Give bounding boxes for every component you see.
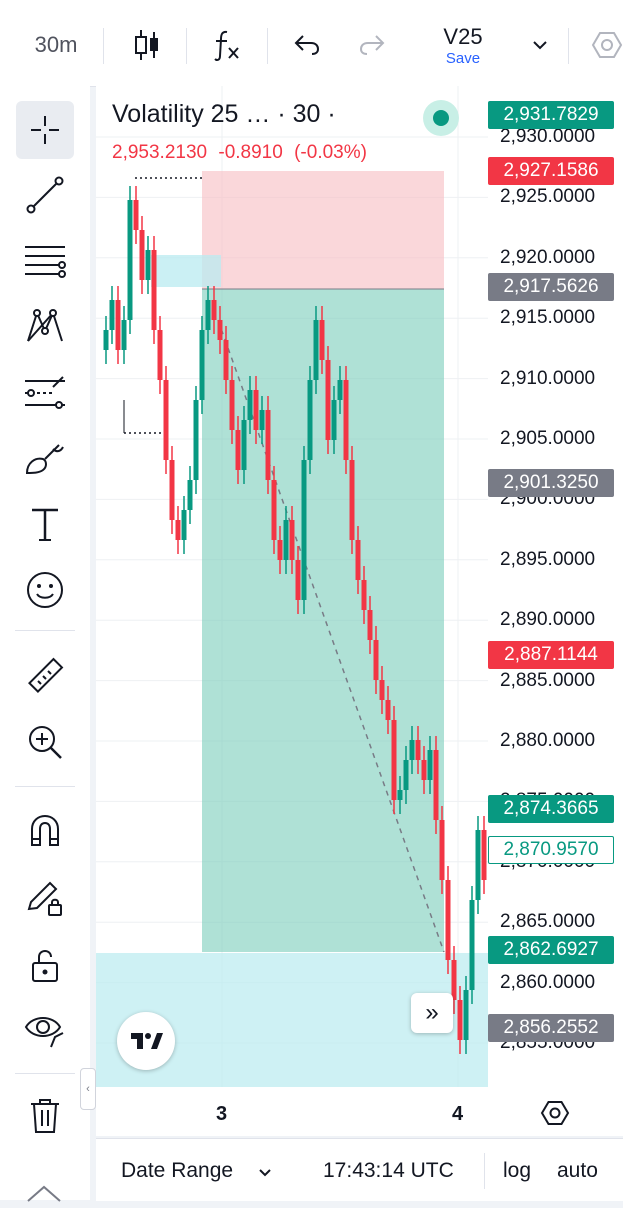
auto-scale-button[interactable]: auto: [557, 1159, 598, 1182]
toolbar-divider: [484, 1153, 485, 1189]
last-price: 2,953.2130: [112, 142, 208, 163]
price-change: -0.8910: [218, 142, 283, 163]
price-axis-label: 2,915.0000: [500, 307, 596, 329]
chevron-up-icon[interactable]: [24, 1181, 64, 1208]
price-axis-label: 2,930.0000: [500, 126, 596, 147]
text-tool-icon[interactable]: [16, 496, 74, 554]
price-axis-label: 2,895.0000: [500, 548, 596, 570]
toolbar-divider: [267, 28, 268, 64]
price-tag: 2,927.1586: [488, 157, 614, 186]
ruler-icon[interactable]: [16, 647, 74, 705]
prediction-measure-icon[interactable]: [16, 364, 74, 422]
toolbar-divider: [103, 28, 104, 64]
price-axis-label: 2,860.0000: [500, 971, 596, 993]
date-range-button[interactable]: Date Range: [121, 1159, 234, 1182]
save-label: Save: [445, 49, 481, 67]
price-tag: 2,887.1144: [488, 641, 614, 670]
layout-save-button[interactable]: V25 Save: [425, 20, 501, 70]
layout-name: V25: [443, 23, 483, 49]
price-tag: 2,862.6927: [488, 936, 614, 965]
fib-retracement-icon[interactable]: [16, 232, 74, 290]
chevron-down-icon[interactable]: [520, 20, 560, 70]
magnet-icon[interactable]: [16, 802, 74, 860]
lock-drawings-pencil-icon[interactable]: [16, 868, 74, 926]
price-change-pct: (-0.03%): [294, 142, 367, 163]
price-tag: 2,870.9570: [488, 836, 614, 865]
price-axis-label: 2,905.0000: [500, 428, 596, 449]
redo-icon[interactable]: [348, 20, 396, 70]
price-tag: 2,856.2552: [488, 1013, 614, 1042]
toolbar-divider: [568, 28, 569, 64]
undo-icon[interactable]: [283, 20, 331, 70]
clock-time[interactable]: 17:43:14 UTC: [323, 1159, 454, 1182]
price-axis-label: 2,890.0000: [500, 609, 596, 631]
price-axis-label: 2,880.0000: [500, 730, 596, 751]
zoom-in-icon[interactable]: [16, 713, 74, 771]
brush-icon[interactable]: [16, 430, 74, 488]
price-axis-label: 2,885.0000: [500, 669, 596, 691]
unlock-icon[interactable]: [16, 936, 74, 994]
price-tag: 2,917.5626: [488, 273, 614, 302]
indicators-fx-icon[interactable]: [202, 20, 252, 70]
emoji-icon[interactable]: [16, 561, 74, 619]
symbol-legend[interactable]: Volatility 25 … · 30 ·: [112, 100, 336, 128]
toolbar-divider: [186, 28, 187, 64]
price-axis-label: 2,910.0000: [500, 367, 596, 389]
crosshair-icon[interactable]: [16, 101, 74, 159]
toolbar-divider: [15, 1073, 75, 1074]
drawing-toolbar: [0, 86, 90, 1202]
trash-icon[interactable]: [16, 1087, 74, 1145]
market-status-indicator[interactable]: [423, 100, 459, 136]
trend-line-icon[interactable]: [16, 166, 74, 224]
collapse-toolbar-tab[interactable]: ‹: [80, 1068, 96, 1110]
time-label: 3: [216, 1103, 228, 1125]
candlestick-chart-type-icon[interactable]: [122, 20, 172, 70]
toolbar-divider: [15, 786, 75, 787]
time-label: 4: [452, 1103, 464, 1125]
visibility-eye-icon[interactable]: [16, 1000, 74, 1058]
price-legend: 2,953.2130 -0.8910 (-0.03%): [112, 142, 373, 164]
toolbar-divider: [15, 630, 75, 631]
chevron-down-icon[interactable]: [258, 1165, 272, 1183]
pattern-xabcd-icon[interactable]: [16, 298, 74, 356]
bottom-toolbar: Date Range 17:43:14 UTC log auto: [96, 1138, 623, 1201]
tradingview-logo[interactable]: [117, 1012, 175, 1070]
price-tag: 2,931.7829: [488, 101, 614, 130]
chart-settings-hexagon-icon[interactable]: [540, 1098, 570, 1133]
log-scale-button[interactable]: log: [503, 1159, 532, 1182]
top-toolbar: 30m V25 Save: [0, 0, 623, 87]
price-tag: 2,901.3250: [488, 469, 614, 498]
settings-hexagon-icon[interactable]: [585, 20, 623, 70]
price-tag: 2,874.3665: [488, 795, 614, 824]
scroll-to-realtime-button[interactable]: »: [411, 993, 453, 1033]
price-axis-label: 2,925.0000: [500, 186, 596, 208]
interval-button[interactable]: 30m: [34, 32, 78, 57]
price-axis-label: 2,865.0000: [500, 911, 596, 933]
price-axis-label: 2,920.0000: [500, 246, 596, 268]
